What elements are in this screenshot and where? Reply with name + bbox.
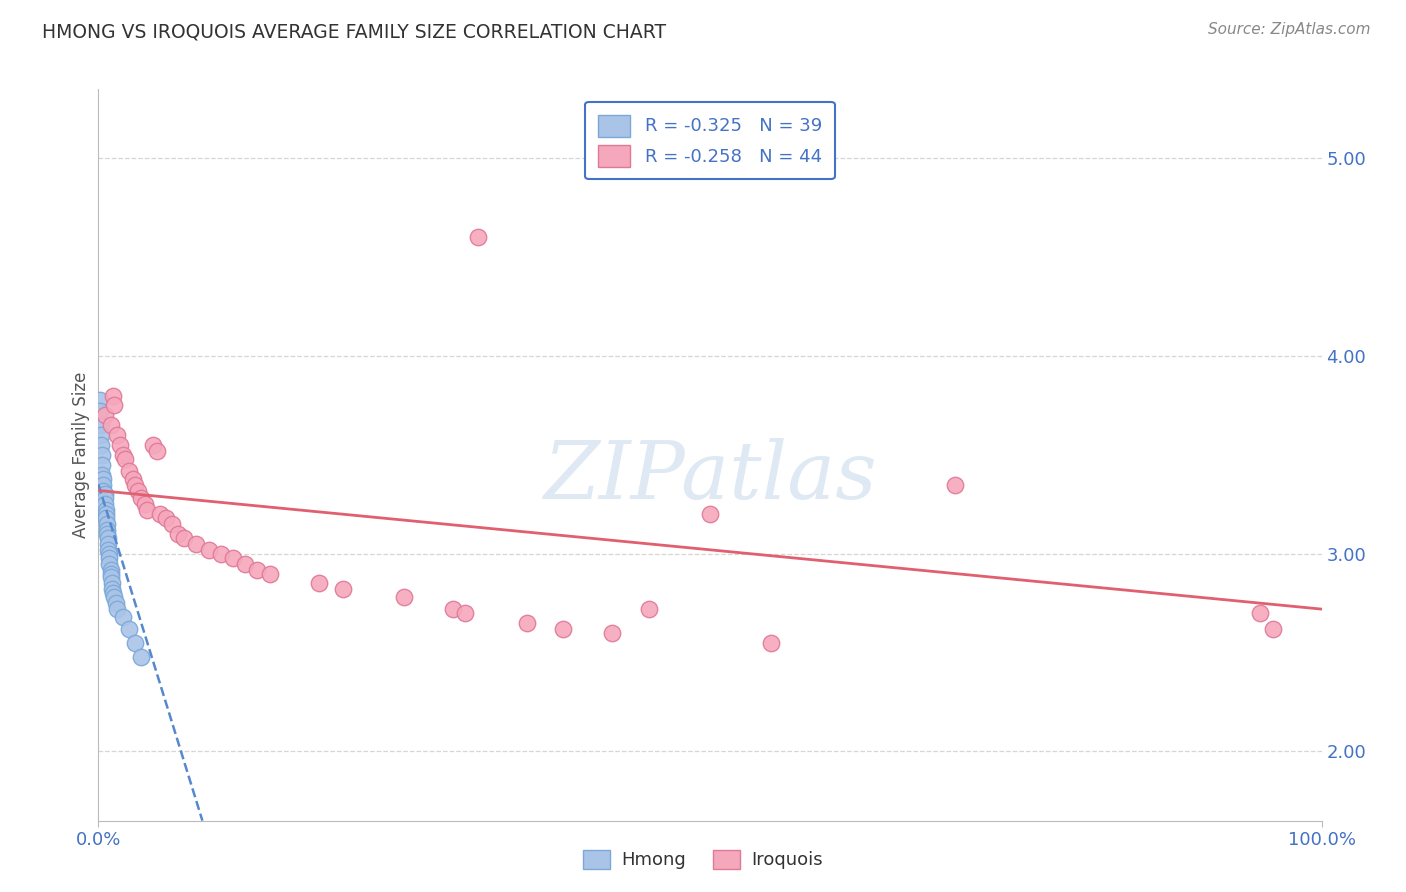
Point (89, 392, 111, 407)
Point (98, 550, 121, 565)
Point (111, 448, 134, 462)
Point (94, 503, 117, 517)
Point (233, 557, 256, 571)
Point (104, 596, 127, 610)
Point (124, 477, 146, 491)
Point (91, 467, 114, 482)
Point (118, 622, 141, 636)
Point (91, 483, 114, 498)
Text: ZIPatlas: ZIPatlas (543, 438, 877, 516)
Point (1261, 622, 1284, 636)
Point (90, 438, 112, 452)
Point (100, 566, 122, 581)
Point (197, 542, 219, 557)
Point (121, 472, 143, 486)
Point (1249, 606, 1271, 620)
Point (209, 547, 232, 561)
Point (134, 497, 156, 511)
Point (308, 576, 330, 591)
Point (96, 527, 118, 541)
Point (101, 576, 124, 591)
Point (94, 511, 117, 525)
Point (127, 483, 149, 498)
Point (100, 563, 122, 577)
Point (96, 517, 118, 532)
Point (129, 649, 152, 664)
Point (94, 507, 117, 521)
Point (146, 444, 169, 458)
Point (91, 458, 114, 472)
Y-axis label: Average Family Size: Average Family Size (72, 372, 90, 538)
Point (90, 428, 112, 442)
Point (111, 610, 134, 624)
Point (142, 438, 165, 452)
Point (114, 451, 136, 466)
Point (332, 582, 354, 597)
Point (97, 542, 120, 557)
Point (259, 566, 281, 581)
Point (160, 517, 183, 532)
Point (761, 636, 783, 650)
Legend: R = -0.325   N = 39, R = -0.258   N = 44: R = -0.325 N = 39, R = -0.258 N = 44 (585, 102, 835, 179)
Text: HMONG VS IROQUOIS AVERAGE FAMILY SIZE CORRELATION CHART: HMONG VS IROQUOIS AVERAGE FAMILY SIZE CO… (42, 22, 666, 41)
Point (91, 477, 114, 491)
Point (93, 487, 115, 501)
Point (467, 230, 489, 244)
Point (101, 582, 124, 597)
Point (186, 537, 208, 551)
Point (91, 472, 114, 486)
Point (167, 527, 190, 541)
Point (103, 591, 125, 605)
Point (173, 531, 195, 545)
Point (101, 389, 124, 403)
Point (93, 497, 115, 511)
Point (98, 547, 121, 561)
Point (100, 418, 122, 433)
Point (90, 418, 112, 433)
Point (124, 636, 146, 650)
Point (91, 448, 114, 462)
Point (149, 507, 172, 521)
Point (110, 438, 132, 452)
Point (699, 507, 721, 521)
Point (222, 550, 245, 565)
Point (553, 622, 575, 636)
Point (93, 491, 115, 506)
Point (600, 625, 623, 640)
Point (100, 570, 122, 584)
Point (89, 404, 111, 418)
Point (155, 511, 177, 525)
Point (129, 491, 152, 506)
Point (246, 563, 269, 577)
Point (96, 523, 118, 537)
Point (105, 602, 128, 616)
Point (105, 428, 128, 442)
Text: Source: ZipAtlas.com: Source: ZipAtlas.com (1208, 22, 1371, 37)
Point (98, 557, 121, 571)
Point (103, 399, 125, 413)
Point (441, 602, 464, 616)
Point (101, 586, 124, 600)
Point (93, 409, 115, 423)
Point (454, 606, 477, 620)
Point (637, 602, 661, 616)
Point (515, 615, 537, 630)
Point (118, 464, 141, 478)
Point (392, 591, 416, 605)
Point (943, 477, 966, 491)
Point (97, 531, 120, 545)
Legend: Hmong, Iroquois: Hmong, Iroquois (574, 841, 832, 879)
Point (97, 537, 120, 551)
Point (136, 503, 159, 517)
